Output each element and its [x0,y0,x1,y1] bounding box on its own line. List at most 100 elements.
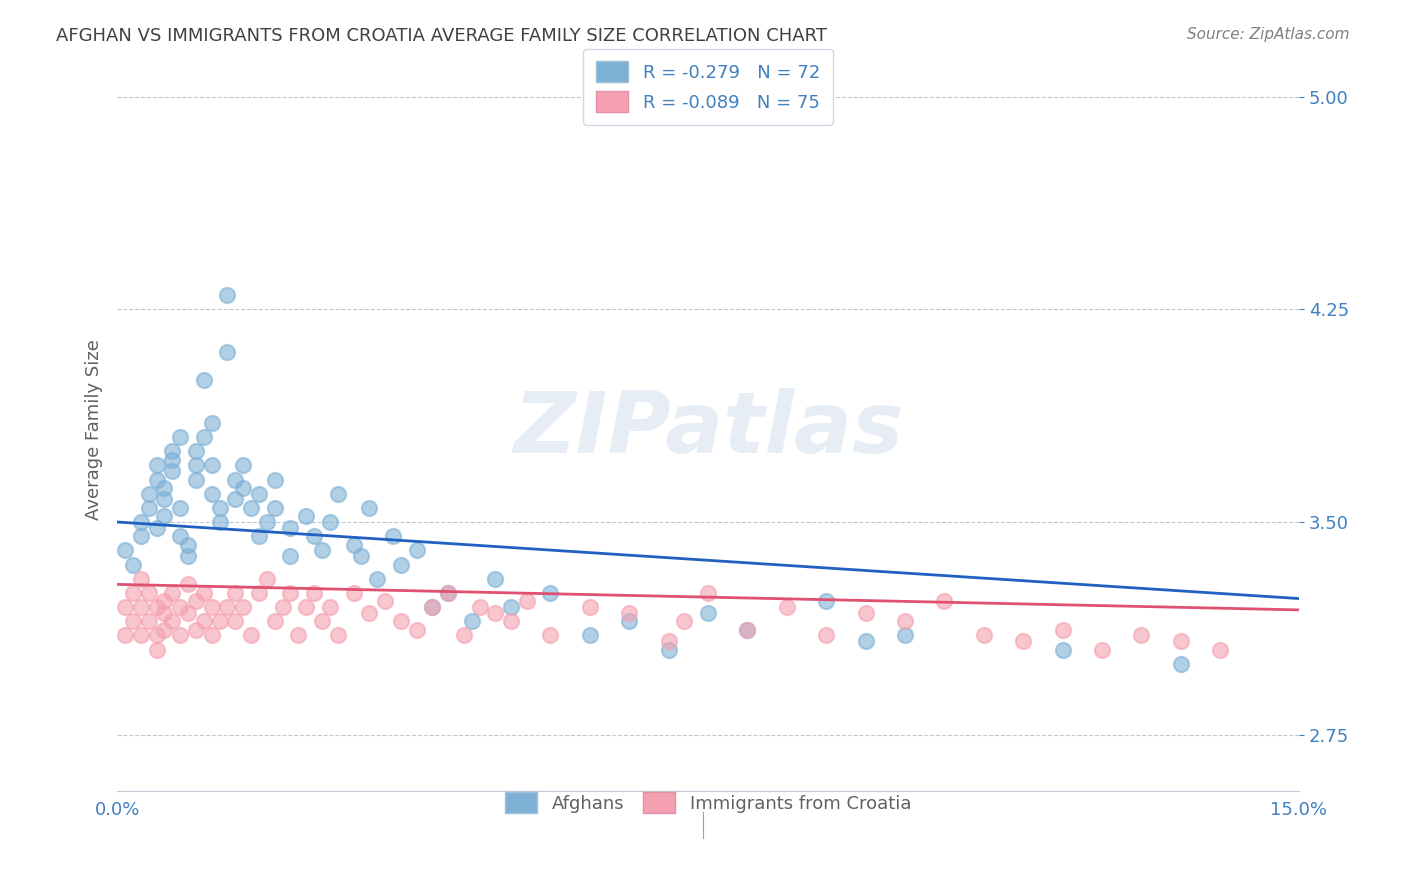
Point [153,509,176,524]
Point [389,558,412,572]
Point [1170,634,1192,648]
Y-axis label: Average Family Size: Average Family Size [86,340,103,520]
Point [619,606,641,620]
Point [247,586,270,600]
Point [232,458,254,473]
Point [240,500,263,515]
Point [737,623,759,637]
Point [934,594,956,608]
Point [177,538,200,552]
Point [263,614,285,628]
Point [499,614,522,628]
Point [855,634,877,648]
Point [224,473,246,487]
Point [350,549,373,563]
Point [280,586,302,600]
Point [177,606,200,620]
Point [295,600,318,615]
Point [540,628,562,642]
Point [499,600,522,615]
Point [1130,628,1153,642]
Point [224,614,246,628]
Point [1052,642,1074,657]
Point [287,628,309,642]
Point [145,473,167,487]
Point [201,416,224,430]
Point [153,623,176,637]
Point [145,458,167,473]
Point [359,606,381,620]
Point [815,594,838,608]
Point [201,628,224,642]
Point [437,586,460,600]
Point [1209,642,1232,657]
Point [217,600,239,615]
Point [201,458,224,473]
Point [437,586,460,600]
Point [484,572,506,586]
Point [280,521,302,535]
Point [193,430,215,444]
Point [697,586,720,600]
Point [405,543,427,558]
Point [776,600,799,615]
Point [129,515,152,529]
Point [420,600,443,615]
Point [658,642,681,657]
Point [162,614,184,628]
Point [484,606,506,620]
Point [138,500,160,515]
Point [1170,657,1192,671]
Point [162,464,184,478]
Point [201,486,224,500]
Point [894,614,917,628]
Point [184,458,207,473]
Point [1052,623,1074,637]
Point [973,628,995,642]
Point [217,288,239,302]
Point [177,577,200,591]
Point [122,558,145,572]
Point [138,614,160,628]
Point [224,492,246,507]
Point [232,600,254,615]
Point [145,628,167,642]
Point [366,572,388,586]
Text: Source: ZipAtlas.com: Source: ZipAtlas.com [1187,27,1350,42]
Point [169,500,191,515]
Point [374,594,396,608]
Text: AFGHAN VS IMMIGRANTS FROM CROATIA AVERAGE FAMILY SIZE CORRELATION CHART: AFGHAN VS IMMIGRANTS FROM CROATIA AVERAG… [56,27,827,45]
Point [1012,634,1035,648]
Point [129,628,152,642]
Point [232,481,254,495]
Point [405,623,427,637]
Point [342,586,364,600]
Point [193,614,215,628]
Point [579,628,602,642]
Point [153,606,176,620]
Point [114,628,136,642]
Point [217,345,239,359]
Point [658,634,681,648]
Point [129,572,152,586]
Point [302,586,325,600]
Point [540,586,562,600]
Point [468,600,491,615]
Point [162,452,184,467]
Point [184,444,207,458]
Point [208,614,231,628]
Point [129,529,152,543]
Legend: Afghans, Immigrants from Croatia: Afghans, Immigrants from Croatia [492,780,924,826]
Point [184,594,207,608]
Point [342,538,364,552]
Point [224,586,246,600]
Point [673,614,696,628]
Point [263,473,285,487]
Point [169,430,191,444]
Point [247,529,270,543]
Point [295,509,318,524]
Point [138,586,160,600]
Point [1091,642,1114,657]
Point [263,500,285,515]
Point [697,606,720,620]
